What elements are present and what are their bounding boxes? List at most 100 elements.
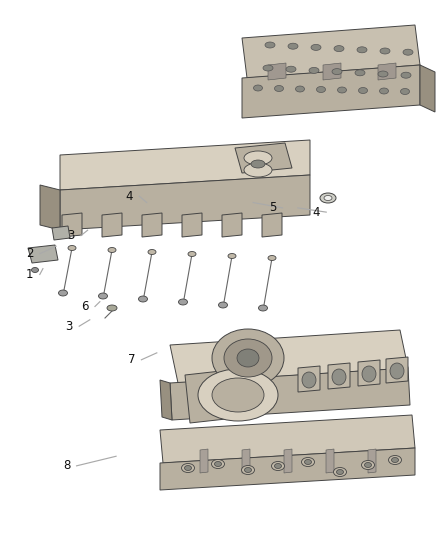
Ellipse shape [272, 462, 285, 471]
Ellipse shape [358, 87, 367, 93]
Text: 5: 5 [269, 201, 276, 214]
Ellipse shape [317, 86, 325, 93]
Ellipse shape [59, 290, 67, 296]
Ellipse shape [288, 43, 298, 49]
Ellipse shape [212, 378, 264, 412]
Ellipse shape [138, 296, 148, 302]
Polygon shape [242, 65, 420, 118]
Polygon shape [262, 213, 282, 237]
Polygon shape [378, 63, 396, 80]
Polygon shape [328, 363, 350, 389]
Polygon shape [60, 140, 310, 190]
Text: 4: 4 [312, 206, 320, 219]
Polygon shape [298, 366, 320, 392]
Polygon shape [326, 449, 334, 473]
Polygon shape [242, 25, 420, 78]
Polygon shape [284, 449, 292, 473]
Polygon shape [242, 449, 250, 473]
Ellipse shape [254, 85, 262, 91]
Ellipse shape [309, 67, 319, 74]
Polygon shape [40, 185, 60, 230]
Ellipse shape [286, 66, 296, 72]
Polygon shape [60, 175, 310, 230]
Ellipse shape [99, 293, 107, 299]
Ellipse shape [302, 372, 316, 388]
Polygon shape [222, 213, 242, 237]
Ellipse shape [212, 459, 225, 469]
Ellipse shape [364, 463, 371, 467]
Ellipse shape [188, 252, 196, 256]
Ellipse shape [244, 467, 251, 472]
Polygon shape [182, 213, 202, 237]
Polygon shape [235, 143, 292, 173]
Ellipse shape [380, 48, 390, 54]
Ellipse shape [301, 457, 314, 466]
Ellipse shape [400, 88, 410, 94]
Ellipse shape [148, 249, 156, 254]
Text: 2: 2 [26, 247, 34, 260]
Ellipse shape [304, 459, 311, 464]
Ellipse shape [244, 163, 272, 177]
Ellipse shape [212, 329, 284, 387]
Polygon shape [170, 330, 408, 383]
Text: 6: 6 [81, 300, 89, 313]
Ellipse shape [263, 65, 273, 71]
Polygon shape [368, 449, 376, 473]
Ellipse shape [228, 254, 236, 259]
Polygon shape [358, 360, 380, 386]
Ellipse shape [311, 44, 321, 51]
Ellipse shape [275, 85, 283, 92]
Ellipse shape [237, 349, 259, 367]
Ellipse shape [108, 247, 116, 253]
Text: 4: 4 [125, 190, 133, 203]
Ellipse shape [32, 268, 39, 272]
Ellipse shape [184, 465, 191, 471]
Polygon shape [28, 245, 58, 263]
Ellipse shape [241, 465, 254, 474]
Ellipse shape [403, 49, 413, 55]
Ellipse shape [338, 87, 346, 93]
Text: 1: 1 [26, 268, 34, 281]
Ellipse shape [334, 46, 344, 52]
Ellipse shape [390, 363, 404, 379]
Polygon shape [386, 357, 408, 383]
Ellipse shape [379, 88, 389, 94]
Polygon shape [170, 368, 410, 420]
Ellipse shape [275, 464, 282, 469]
Polygon shape [268, 63, 286, 80]
Ellipse shape [215, 462, 222, 466]
Ellipse shape [251, 160, 265, 168]
Text: 3: 3 [66, 320, 73, 333]
Polygon shape [102, 213, 122, 237]
Ellipse shape [181, 464, 194, 472]
Polygon shape [185, 370, 235, 423]
Text: 8: 8 [63, 459, 70, 472]
Ellipse shape [68, 246, 76, 251]
Ellipse shape [401, 72, 411, 78]
Ellipse shape [357, 47, 367, 53]
Ellipse shape [198, 369, 278, 421]
Polygon shape [160, 415, 415, 463]
Ellipse shape [219, 302, 227, 308]
Polygon shape [142, 213, 162, 237]
Text: 7: 7 [127, 353, 135, 366]
Polygon shape [420, 65, 435, 112]
Polygon shape [160, 448, 415, 490]
Ellipse shape [296, 86, 304, 92]
Ellipse shape [378, 71, 388, 77]
Ellipse shape [389, 456, 402, 464]
Ellipse shape [361, 461, 374, 470]
Ellipse shape [392, 457, 399, 463]
Polygon shape [200, 449, 208, 473]
Ellipse shape [320, 193, 336, 203]
Ellipse shape [179, 299, 187, 305]
Text: 3: 3 [67, 229, 74, 242]
Ellipse shape [332, 69, 342, 75]
Ellipse shape [244, 151, 272, 165]
Polygon shape [62, 213, 82, 237]
Ellipse shape [265, 42, 275, 48]
Polygon shape [160, 380, 172, 420]
Ellipse shape [268, 255, 276, 261]
Polygon shape [52, 226, 70, 240]
Ellipse shape [333, 467, 346, 477]
